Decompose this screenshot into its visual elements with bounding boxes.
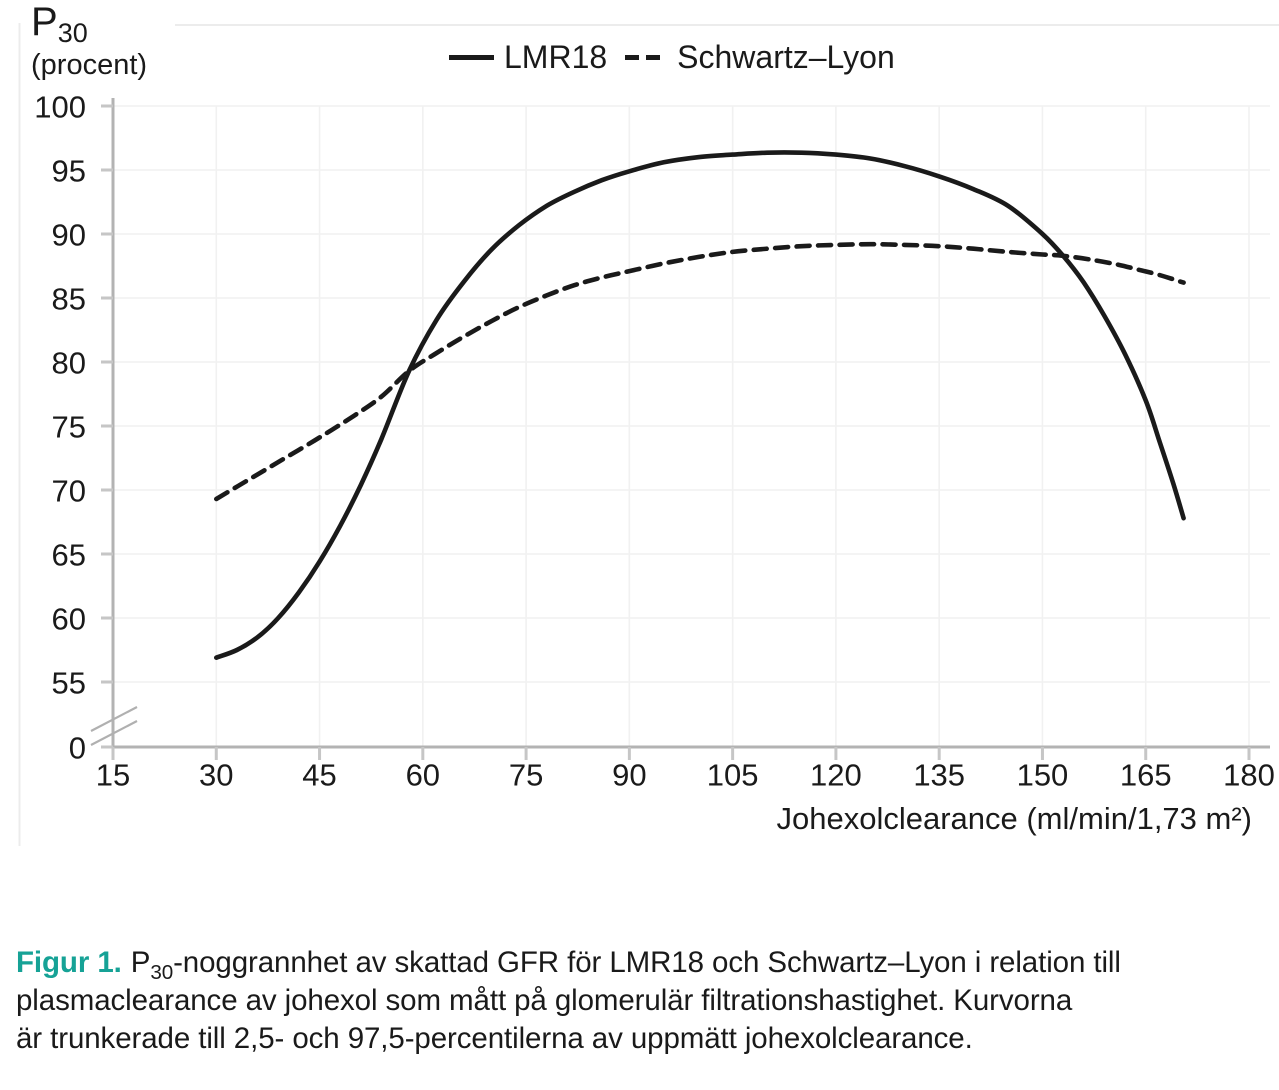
x-tick-label: 165 bbox=[1120, 757, 1172, 792]
y-tick-label: 85 bbox=[52, 282, 86, 317]
caption-p: P bbox=[130, 946, 151, 979]
y-tick-label: 0 bbox=[69, 731, 86, 766]
y-axis-break-icon bbox=[90, 706, 138, 746]
legend-item-schwartz-lyon: Schwartz–Lyon bbox=[625, 39, 895, 76]
x-tick-label: 45 bbox=[302, 757, 336, 792]
x-tick-label: 150 bbox=[1017, 757, 1069, 792]
series-schwartz-lyon-curve bbox=[214, 241, 1186, 502]
axis-ticks bbox=[101, 104, 1251, 760]
figure-caption: Figur 1. P30-noggrannhet av skattad GFR f… bbox=[16, 944, 1272, 1058]
caption-figure-label: Figur 1. bbox=[16, 946, 122, 979]
x-tick-label: 135 bbox=[913, 757, 965, 792]
legend-label-schwartz-lyon: Schwartz–Lyon bbox=[677, 39, 895, 75]
y-axis-title-symbol: P30 bbox=[31, 0, 147, 47]
x-tick-label: 75 bbox=[509, 757, 543, 792]
gridlines bbox=[112, 105, 1270, 747]
x-tick-label: 60 bbox=[406, 757, 440, 792]
legend-label-lmr18: LMR18 bbox=[504, 39, 608, 75]
y-axis-title-unit: (procent) bbox=[31, 49, 148, 81]
y-tick-label: 70 bbox=[52, 474, 86, 509]
x-tick-label: 90 bbox=[612, 757, 646, 792]
y-tick-label: 60 bbox=[52, 602, 86, 637]
chart-canvas: 100 95 90 85 80 75 70 65 60 55 0 15 30 45 60 75 90 105 120… bbox=[18, 23, 1279, 846]
schwartz-lyon-dashed-line-swatch-icon bbox=[625, 55, 668, 60]
series-lmr18-curve bbox=[214, 150, 1186, 660]
y-axis-title-sub: 30 bbox=[57, 18, 88, 48]
axis-tick-labels: 100 95 90 85 80 75 70 65 60 55 0 15 30 45 60 75 90 105 120… bbox=[34, 90, 1275, 793]
legend-item-lmr18: LMR18 bbox=[449, 39, 607, 76]
lmr18-solid-line-swatch-icon bbox=[449, 55, 494, 60]
y-tick-label: 80 bbox=[52, 346, 86, 381]
chart-legend: LMR18 Schwartz–Lyon bbox=[449, 39, 895, 76]
break-slash bbox=[90, 720, 138, 746]
y-tick-label: 75 bbox=[52, 410, 86, 445]
caption-p-sub: 30 bbox=[150, 960, 174, 984]
caption-line-2: plasmaclearance av johexol som mått på g… bbox=[16, 984, 1073, 1017]
y-tick-label: 65 bbox=[52, 538, 86, 573]
y-tick-label: 90 bbox=[52, 218, 86, 253]
x-tick-label: 105 bbox=[707, 757, 759, 792]
break-slash bbox=[90, 706, 138, 732]
p30-accuracy-chart: 100 95 90 85 80 75 70 65 60 55 0 15 30 45 60 75 90 105 120… bbox=[18, 2, 1279, 846]
caption-line-3: är trunkerade till 2,5- och 97,5-percent… bbox=[16, 1022, 973, 1055]
y-axis-title-p: P bbox=[31, 0, 58, 44]
y-tick-label: 55 bbox=[52, 666, 86, 701]
y-tick-label: 100 bbox=[34, 90, 86, 125]
x-tick-label: 120 bbox=[810, 757, 862, 792]
x-axis-title: Johexolclearance (ml/min/1,73 m²) bbox=[776, 801, 1252, 836]
x-tick-label: 30 bbox=[199, 757, 233, 792]
caption-line-1: Figur 1. P30-noggrannhet av skattad GFR f… bbox=[16, 944, 1272, 984]
x-tick-label: 180 bbox=[1223, 757, 1275, 792]
y-axis-title: P30 (procent) bbox=[31, 2, 147, 80]
y-tick-label: 95 bbox=[52, 154, 86, 189]
x-tick-label: 15 bbox=[96, 757, 130, 792]
caption-text-1: -noggrannhet av skattad GFR för LMR18 oc… bbox=[173, 946, 1121, 979]
